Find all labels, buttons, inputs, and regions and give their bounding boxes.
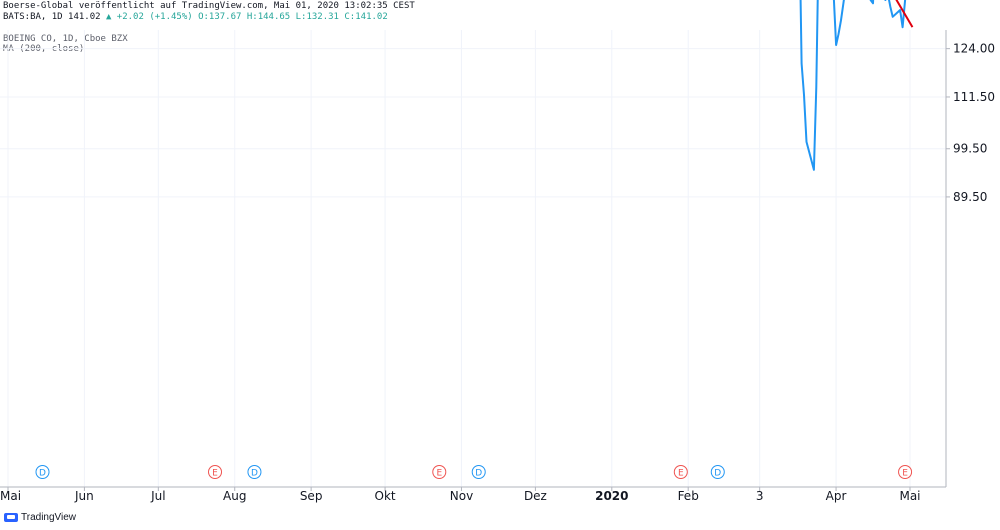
event-marker-label: D xyxy=(714,469,721,479)
tradingview-logo-icon xyxy=(4,513,18,522)
price-chart[interactable]: 400.00350.00310.00270.00230.00200.00180.… xyxy=(0,0,1000,510)
x-tick-label: Dez xyxy=(524,489,547,503)
ticker-label: BATS:BA, 1D xyxy=(3,12,63,22)
y-tick-label: 99.50 xyxy=(953,142,987,156)
publisher-line: Boerse-Global veröffentlicht auf Trading… xyxy=(3,1,415,11)
event-marker-label: E xyxy=(436,469,442,479)
dividend-marker-icon xyxy=(710,465,725,479)
y-tick-label: 111.50 xyxy=(953,90,995,104)
x-tick-label: Mai xyxy=(0,489,21,503)
earnings-marker-icon xyxy=(673,465,688,479)
dividend-marker-icon xyxy=(471,465,486,479)
dividend-marker-icon xyxy=(247,465,262,479)
x-tick-label: Aug xyxy=(223,489,246,503)
ohlc-line: BATS:BA, 1D 141.02 ▲ +2.02 (+1.45%) O:13… xyxy=(3,12,388,22)
event-marker-label: D xyxy=(39,469,46,479)
x-tick-label: Jun xyxy=(74,489,94,503)
x-tick-label: 3 xyxy=(756,489,764,503)
earnings-marker-icon xyxy=(898,465,913,479)
tradingview-footer: TradingView xyxy=(4,512,76,523)
x-tick-label: Mai xyxy=(899,489,920,503)
x-tick-label: Okt xyxy=(375,489,396,503)
earnings-marker-icon xyxy=(432,465,447,479)
event-marker-label: E xyxy=(902,469,908,479)
earnings-marker-icon xyxy=(208,465,223,479)
grid xyxy=(0,30,946,487)
x-tick-label: Jul xyxy=(150,489,165,503)
ohlc-values: O:137.67 H:144.65 L:132.31 C:141.02 xyxy=(198,12,388,22)
y-tick-label: 124.00 xyxy=(953,42,995,56)
last-price-text: 141.02 xyxy=(68,12,101,22)
x-tick-label: 2020 xyxy=(595,489,628,503)
x-tick-label: Apr xyxy=(826,489,847,503)
price-line xyxy=(799,0,907,171)
event-marker-label: E xyxy=(678,469,684,479)
dividend-marker-icon xyxy=(35,465,50,479)
event-marker-label: D xyxy=(251,469,258,479)
event-marker-label: D xyxy=(475,469,482,479)
x-tick-label: Feb xyxy=(678,489,699,503)
x-tick-label: Nov xyxy=(450,489,473,503)
legend-series-name: BOEING CO, 1D, Cboe BZX xyxy=(3,34,128,44)
change-text: ▲ +2.02 (+1.45%) xyxy=(105,12,193,22)
event-marker-label: E xyxy=(212,469,218,479)
y-tick-label: 89.50 xyxy=(953,190,987,204)
footer-brand: TradingView xyxy=(21,512,77,523)
x-tick-label: Sep xyxy=(300,489,323,503)
